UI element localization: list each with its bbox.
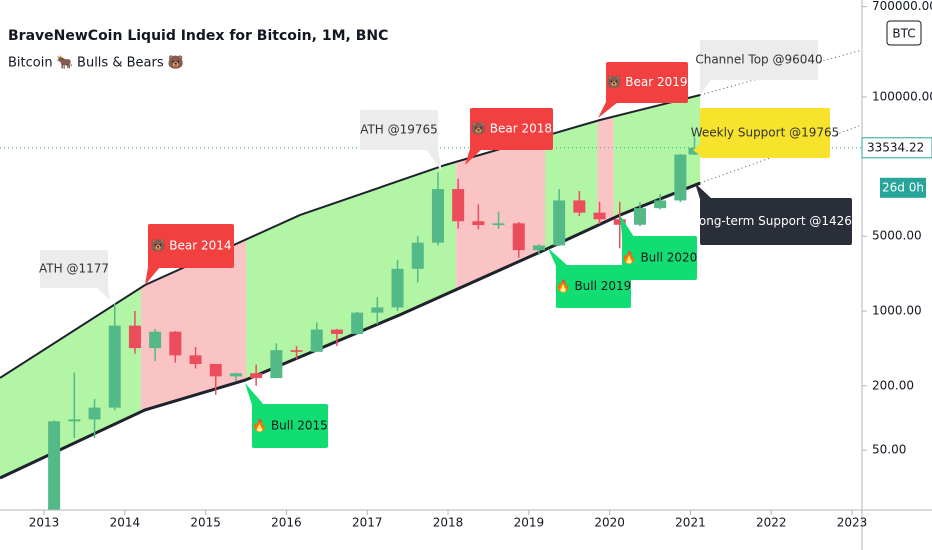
candle-body <box>149 331 162 349</box>
annotation-pointer <box>245 383 264 405</box>
x-tick-label: 2023 <box>837 516 868 530</box>
annotation-box <box>40 250 108 288</box>
candle-body <box>270 350 283 379</box>
x-tick-label: 2019 <box>514 516 545 530</box>
annotation-box <box>700 108 830 158</box>
candle-body <box>391 268 404 308</box>
x-tick-label: 2013 <box>29 516 60 530</box>
annotation-label: ATH @1177 <box>39 262 109 276</box>
x-tick-label: 2015 <box>190 516 221 530</box>
annotation-pointer <box>598 102 618 118</box>
annotation-box <box>700 198 852 245</box>
x-tick-label: 2022 <box>756 516 787 530</box>
candle-body <box>452 189 465 222</box>
annotation-label: Channel Top @96040 <box>695 53 822 67</box>
last-price-label: 33534.22 <box>867 140 924 154</box>
candle-body <box>411 242 424 269</box>
annotation-box <box>252 404 328 448</box>
candle-body <box>532 245 545 251</box>
candle-body <box>128 325 141 349</box>
y-tick-label: 5000.00 <box>872 229 922 243</box>
candle-body <box>108 325 121 408</box>
annotation-label: Long-term Support @14268 <box>692 214 859 228</box>
x-tick-label: 2017 <box>352 516 383 530</box>
candle-body <box>431 189 444 243</box>
candle-body <box>250 373 263 379</box>
annotation-label: Weekly Support @19765 <box>691 126 840 140</box>
candle-body <box>330 329 343 334</box>
annotation-pointer <box>96 287 110 300</box>
x-tick-label: 2018 <box>433 516 464 530</box>
annotation-box <box>148 224 234 268</box>
annotation-label: ATH @19765 <box>360 123 438 137</box>
annotation-box <box>360 110 438 150</box>
projection-line <box>699 124 862 184</box>
candle-body <box>512 223 525 251</box>
annotation-pointer <box>145 267 160 285</box>
candle-body <box>351 312 364 334</box>
annotation-pointer <box>700 79 712 95</box>
y-tick-label: 50.00 <box>872 443 906 457</box>
annotation-box <box>470 108 553 150</box>
candle-body <box>553 200 566 246</box>
candle-body <box>48 421 61 510</box>
channel-top <box>0 94 701 379</box>
candle-body <box>310 329 323 352</box>
annotation-box <box>622 236 697 280</box>
annotation-label: 🔥 Bull 2020 <box>622 251 698 265</box>
candle-body <box>472 221 485 226</box>
annotation-label: 🔥 Bull 2019 <box>556 279 632 293</box>
annotation-label: 🐻 Bear 2018 <box>471 121 552 136</box>
y-tick-label: 1000.00 <box>872 303 922 317</box>
annotation-label: 🐻 Bear 2014 <box>150 238 231 253</box>
candle-body <box>229 373 242 377</box>
symbol-badge[interactable] <box>886 20 922 46</box>
last-price-badge <box>861 137 932 159</box>
annotation-label: 🔥 Bull 2015 <box>252 419 328 433</box>
annotation-pointer <box>695 183 712 199</box>
candle-body <box>573 200 586 213</box>
x-tick-label: 2014 <box>110 516 141 530</box>
annotation-box <box>556 265 631 308</box>
candle-body <box>189 355 202 364</box>
candle-body <box>688 147 701 155</box>
candle-body <box>492 223 505 226</box>
chart-title: BraveNewCoin Liquid Index for Bitcoin, 1… <box>8 28 388 44</box>
annotation-box <box>700 40 818 80</box>
annotation-pointer <box>693 144 701 156</box>
candle-body <box>209 363 222 377</box>
annotation-box <box>606 62 688 103</box>
countdown-badge <box>880 177 926 198</box>
symbol-label[interactable]: BTC <box>892 27 915 41</box>
candle-body <box>371 307 384 313</box>
countdown-label: 26d 0h <box>882 180 924 194</box>
annotation-pointer <box>426 149 442 172</box>
candle-body <box>169 331 182 356</box>
candle-body <box>613 219 626 225</box>
candle-body <box>290 350 303 352</box>
y-tick-label: 100000.00 <box>872 90 932 104</box>
candle-body <box>88 407 101 420</box>
y-tick-label: 200.00 <box>872 378 914 392</box>
candle-body <box>593 212 606 220</box>
annotation-label: 🐻 Bear 2019 <box>606 74 687 89</box>
candle-body <box>633 208 646 225</box>
x-tick-label: 2021 <box>675 516 706 530</box>
candle-body <box>68 419 81 422</box>
x-tick-label: 2016 <box>271 516 302 530</box>
candle-body <box>654 200 667 209</box>
y-tick-label: 700000.00 <box>872 0 932 13</box>
annotation-pointer <box>548 248 568 266</box>
candle-body <box>674 154 687 201</box>
annotation-pointer <box>465 149 482 165</box>
x-tick-label: 2020 <box>594 516 625 530</box>
chart-subtitle: Bitcoin 🐂 Bulls & Bears 🐻 <box>8 54 184 71</box>
annotation-pointer <box>620 215 634 237</box>
